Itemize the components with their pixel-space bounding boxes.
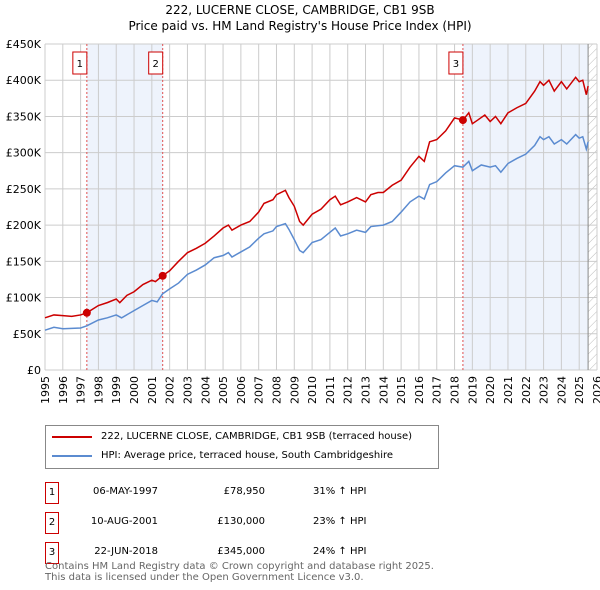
sale-date: 06-MAY-1997 (92, 486, 158, 497)
x-tick-label: 2022 (520, 376, 533, 404)
x-tick-label: 2007 (253, 376, 266, 404)
x-tick-label: 2012 (342, 376, 355, 404)
x-tick-label: 2010 (306, 376, 319, 404)
sale-box-label: 2 (153, 59, 159, 70)
y-tick-label: £250K (6, 183, 42, 196)
x-tick-label: 2021 (502, 376, 515, 404)
sale-box-label: 1 (77, 59, 83, 70)
x-tick-label: 2025 (573, 376, 586, 404)
x-tick-label: 2008 (270, 376, 283, 404)
x-tick-label: 2006 (235, 376, 248, 404)
x-tick-label: 2018 (449, 376, 462, 404)
sale-hpi-diff: 24% ↑ HPI (313, 546, 367, 557)
x-tick-label: 2009 (288, 376, 301, 404)
sale-box-2 (148, 51, 164, 75)
x-tick-label: 2017 (431, 376, 444, 404)
x-tick-label: 2019 (466, 376, 479, 404)
x-tick-label: 2026 (591, 376, 600, 404)
legend: 222, LUCERNE CLOSE, CAMBRIDGE, CB1 9SB (… (45, 425, 439, 469)
sale-point-2 (158, 271, 167, 280)
y-tick-label: £300K (6, 147, 42, 160)
sale-number-box: 1 (45, 482, 59, 504)
sale-box-3 (448, 51, 464, 75)
x-tick-label: 2003 (181, 376, 194, 404)
x-tick-label: 2015 (395, 376, 408, 404)
x-tick-label: 2020 (484, 376, 497, 404)
legend-swatch-hpi (52, 454, 92, 457)
sale-hpi-diff: 31% ↑ HPI (313, 486, 367, 497)
y-tick-label: £400K (6, 74, 42, 87)
x-tick-label: 2000 (128, 376, 141, 404)
footer-licence: This data is licensed under the Open Gov… (45, 572, 364, 583)
y-tick-label: £150K (6, 255, 42, 268)
sale-number-box: 2 (45, 512, 59, 534)
y-tick-label: £0 (27, 364, 41, 377)
x-tick-label: 1995 (39, 376, 52, 404)
x-tick-label: 2014 (377, 376, 390, 404)
y-tick-label: £350K (6, 110, 42, 123)
plot-area: 1995 1996 1997 1998 1999 2000 2001 2002 2003 2004… (6, 38, 600, 404)
footer-copyright: Contains HM Land Registry data © Crown c… (45, 561, 434, 572)
property-price-line (44, 76, 589, 319)
sale-hpi-diff: 23% ↑ HPI (313, 516, 367, 527)
footer: Contains HM Land Registry data © Crown c… (45, 561, 434, 583)
x-tick-label: 2023 (538, 376, 551, 404)
x-tick-label: 2011 (324, 376, 337, 404)
x-tick-label: 1997 (75, 376, 88, 404)
x-tick-label: 2013 (360, 376, 373, 404)
sale-point-1 (82, 308, 91, 317)
x-tick-label: 2001 (146, 376, 159, 404)
sale-price: £345,000 (217, 546, 265, 557)
chart-title: 222, LUCERNE CLOSE, CAMBRIDGE, CB1 9SB (165, 3, 435, 17)
x-tick-label: 1996 (57, 376, 70, 404)
sale-price: £78,950 (223, 486, 265, 497)
y-tick-label: £200K (6, 219, 42, 232)
sale-date: 10-AUG-2001 (90, 516, 158, 527)
y-tick-label: £450K (6, 38, 42, 51)
x-tick-label: 2016 (413, 376, 426, 404)
forecast-hatch (588, 44, 597, 370)
x-tick-label: 2024 (555, 376, 568, 404)
sale-box-label: 3 (453, 59, 459, 70)
sale-price: £130,000 (217, 516, 265, 527)
hpi-line (44, 133, 589, 331)
y-tick-label: £50K (13, 328, 42, 341)
sale-number-box: 3 (45, 542, 59, 564)
x-tick-label: 2005 (217, 376, 230, 404)
x-tick-label: 2002 (164, 376, 177, 404)
legend-swatch-property (52, 435, 92, 438)
chart-subtitle: Price paid vs. HM Land Registry's House … (128, 19, 472, 33)
x-tick-label: 1999 (110, 376, 123, 404)
sale-date: 22-JUN-2018 (94, 546, 158, 557)
x-tick-label: 2004 (199, 376, 212, 404)
legend-label-hpi: HPI: Average price, terraced house, Sout… (101, 450, 394, 461)
x-tick-label: 1998 (92, 376, 105, 404)
sale-box-1 (72, 51, 88, 75)
sale-point-3 (458, 116, 467, 125)
legend-label-property: 222, LUCERNE CLOSE, CAMBRIDGE, CB1 9SB (… (101, 431, 413, 442)
y-tick-label: £100K (6, 292, 42, 305)
